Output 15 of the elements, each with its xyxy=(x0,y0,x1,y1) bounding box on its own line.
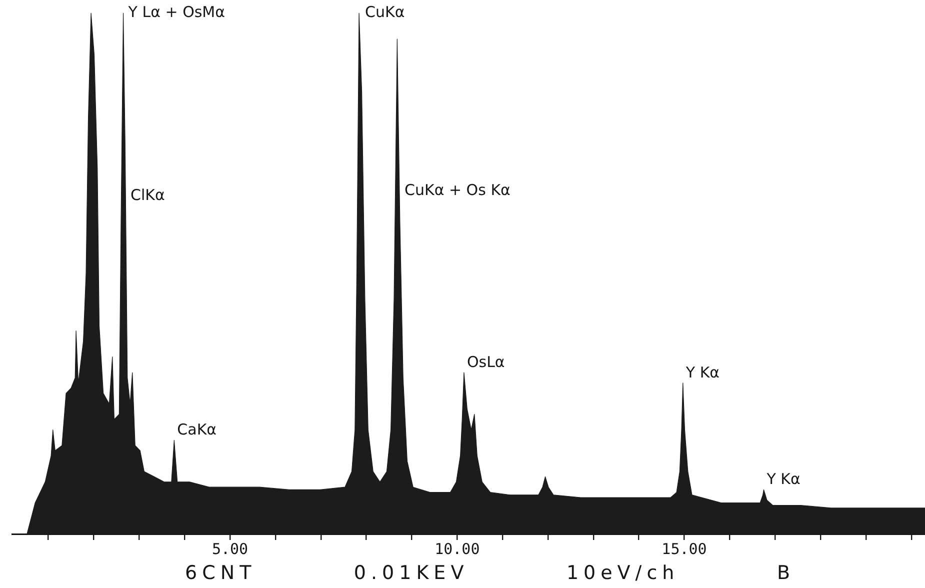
annotation: CaKα xyxy=(177,420,217,439)
x-tick-label: 5.00 xyxy=(212,540,248,558)
annotation: OsLα xyxy=(466,352,505,371)
x-tick-label: 15.00 xyxy=(662,540,707,558)
x-tick-label: 10.00 xyxy=(434,540,480,558)
text: 10eV/ch xyxy=(566,561,680,585)
text: 6CNT xyxy=(185,561,256,585)
annotation: CuKα + Os Kα xyxy=(404,180,511,199)
annotation: Y Kα xyxy=(684,363,720,382)
annotation: Y Kα xyxy=(766,470,801,488)
annotation: Y Lα + OsMα xyxy=(127,2,226,21)
annotation: ClKα xyxy=(130,186,165,204)
text: 0.01KEV xyxy=(354,561,469,585)
text: B xyxy=(776,561,795,585)
annotation: CuKα xyxy=(365,2,405,21)
